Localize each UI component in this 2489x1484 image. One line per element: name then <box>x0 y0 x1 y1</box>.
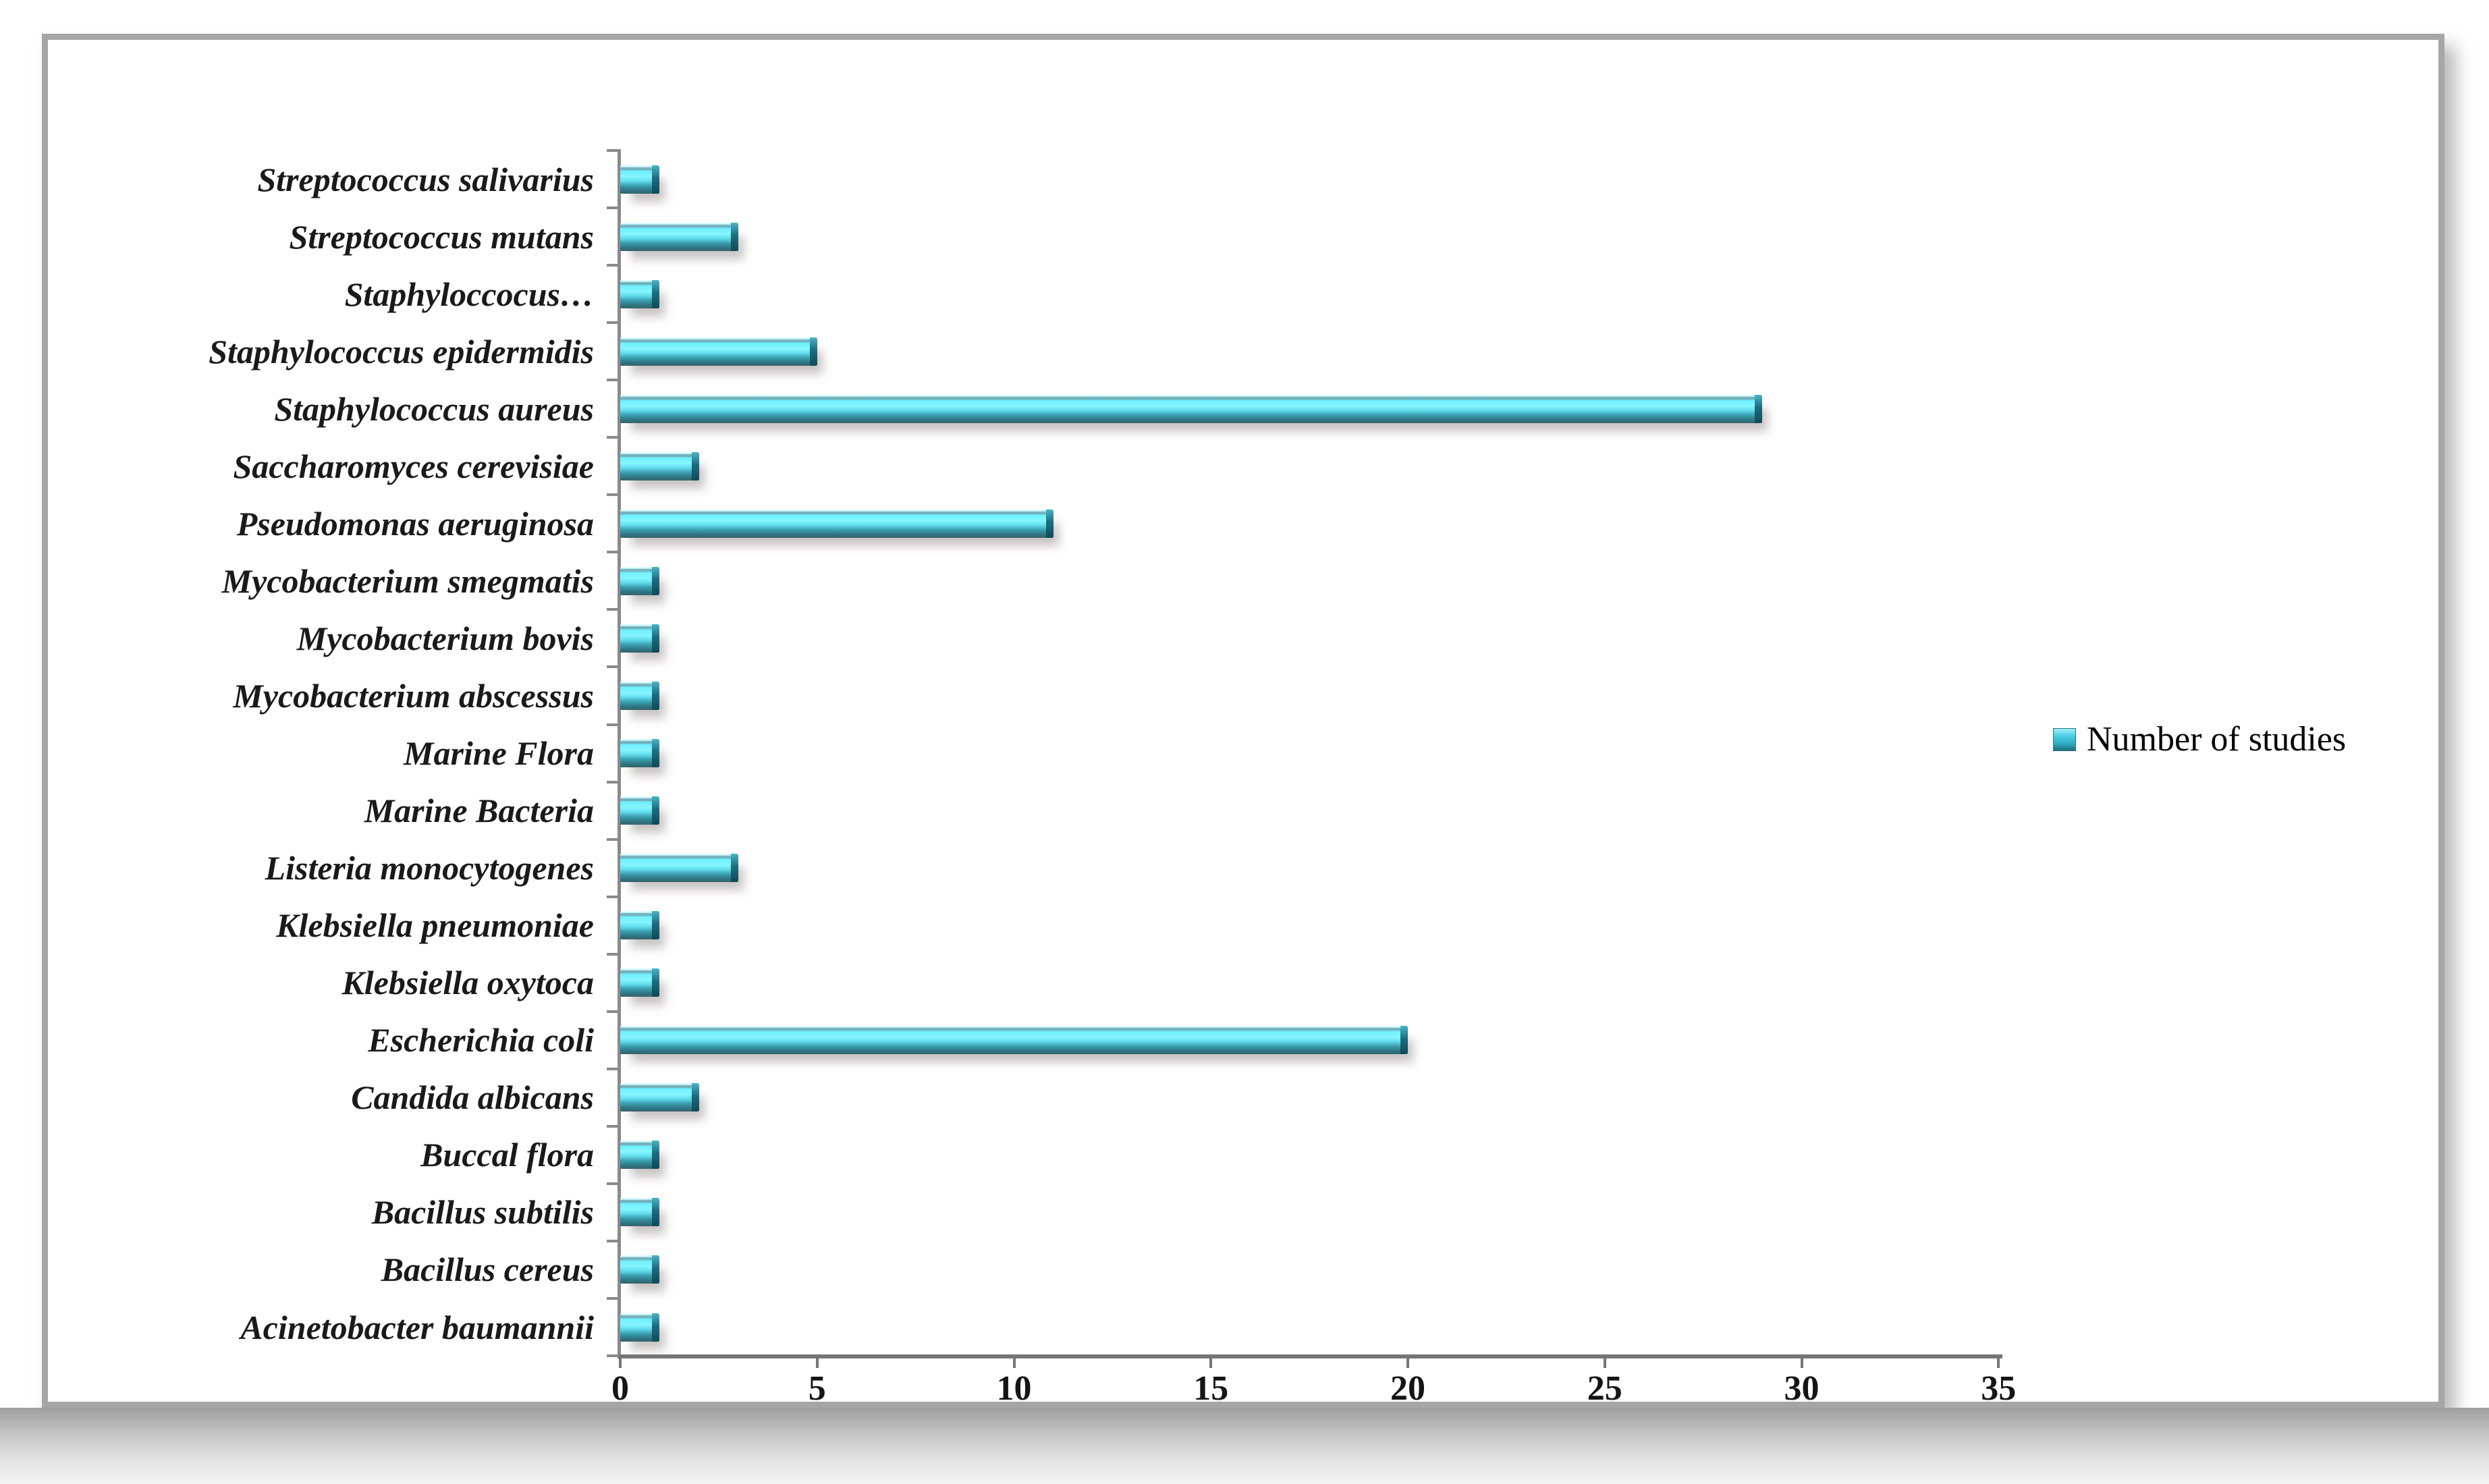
x-axis-tick <box>1012 1354 1016 1368</box>
x-axis-tick-label: 5 <box>808 1369 826 1408</box>
y-axis-tick <box>607 1297 618 1300</box>
bar <box>620 222 739 251</box>
category-label: Marine Bacteria <box>364 792 594 830</box>
category-label: Bacillus cereus <box>381 1251 594 1289</box>
y-axis-tick <box>607 1239 618 1242</box>
bar <box>620 1313 660 1342</box>
category-label: Candida albicans <box>351 1078 594 1117</box>
y-axis-tick <box>607 723 618 726</box>
bar <box>620 681 660 710</box>
x-axis-tick <box>1997 1354 2000 1368</box>
y-axis-tick <box>607 493 618 497</box>
bar <box>620 1141 660 1170</box>
x-axis-tick <box>619 1354 622 1368</box>
x-axis-tick <box>815 1354 819 1368</box>
x-axis-tick-label: 10 <box>996 1369 1032 1408</box>
x-axis-tick <box>1406 1354 1409 1368</box>
x-axis-tick-label: 35 <box>1981 1369 2017 1408</box>
x-axis-tick-label: 30 <box>1784 1369 1820 1408</box>
y-axis-tick <box>607 1354 618 1358</box>
frame-bottom-shadow <box>0 1408 2489 1484</box>
y-axis-tick <box>607 149 618 152</box>
category-label: Staphyloccocus… <box>344 275 594 313</box>
category-label: Bacillus subtilis <box>371 1193 594 1232</box>
bar <box>620 394 1763 423</box>
bar <box>620 509 1054 538</box>
y-axis-tick <box>607 608 618 611</box>
y-axis-tick <box>607 780 618 784</box>
x-axis-tick-label: 20 <box>1390 1369 1425 1408</box>
y-axis-tick <box>607 321 618 325</box>
category-label: Streptococcus mutans <box>289 217 594 256</box>
category-label: Escherichia coli <box>368 1021 594 1060</box>
category-label: Marine Flora <box>403 734 594 773</box>
bar <box>620 1255 660 1284</box>
y-axis-tick <box>607 1067 618 1070</box>
bar <box>620 796 660 825</box>
bar <box>620 1026 1408 1055</box>
x-axis-tick-label: 0 <box>611 1369 629 1408</box>
legend: Number of studies <box>2053 721 2346 759</box>
y-axis-tick <box>607 1182 618 1185</box>
category-label: Klebsiella oxytoca <box>341 964 594 1002</box>
bar <box>620 451 699 480</box>
bar <box>620 566 660 595</box>
category-label: Acinetobacter baumannii <box>240 1308 594 1346</box>
category-label: Buccal flora <box>420 1136 594 1174</box>
category-label: Klebsiella pneumoniae <box>276 906 594 945</box>
bar <box>620 739 660 768</box>
legend-label: Number of studies <box>2087 720 2347 759</box>
category-label: Pseudomonas aeruginosa <box>236 504 594 543</box>
y-axis-tick <box>607 837 618 841</box>
x-axis-line <box>618 1354 2002 1358</box>
bar <box>620 854 739 883</box>
y-axis-tick <box>607 264 618 267</box>
chart-frame <box>42 34 2444 1408</box>
y-axis-tick <box>607 665 618 669</box>
legend-marker-icon <box>2053 728 2076 751</box>
category-label: Streptococcus salivarius <box>257 160 594 198</box>
y-axis-line <box>618 149 621 1358</box>
y-axis-tick <box>607 1010 618 1013</box>
y-axis-tick <box>607 551 618 554</box>
category-label: Mycobacterium smegmatis <box>221 561 594 600</box>
y-axis-tick <box>607 1124 618 1128</box>
bar <box>620 968 660 997</box>
bar <box>620 337 817 366</box>
x-axis-tick <box>1800 1354 1803 1368</box>
category-label: Staphylococcus aureus <box>274 389 594 428</box>
category-label: Listeria monocytogenes <box>265 849 594 887</box>
category-label: Staphylococcus epidermidis <box>209 332 594 370</box>
bar <box>620 279 660 308</box>
category-label: Mycobacterium bovis <box>296 619 594 657</box>
y-axis-tick <box>607 952 618 956</box>
y-axis-tick <box>607 895 618 898</box>
category-label: Saccharomyces cerevisiae <box>233 447 594 485</box>
x-axis-tick <box>1209 1354 1213 1368</box>
y-axis-tick <box>607 436 618 439</box>
x-axis-tick-label: 25 <box>1587 1369 1622 1408</box>
x-axis-tick-label: 15 <box>1193 1369 1229 1408</box>
bar <box>620 1083 699 1112</box>
category-label: Mycobacterium abscessus <box>233 676 594 715</box>
y-axis-tick <box>607 207 618 210</box>
bar <box>620 911 660 940</box>
y-axis-tick <box>607 379 618 382</box>
x-axis-tick <box>1603 1354 1606 1368</box>
bar <box>620 624 660 653</box>
bar <box>620 165 660 194</box>
bar <box>620 1198 660 1227</box>
